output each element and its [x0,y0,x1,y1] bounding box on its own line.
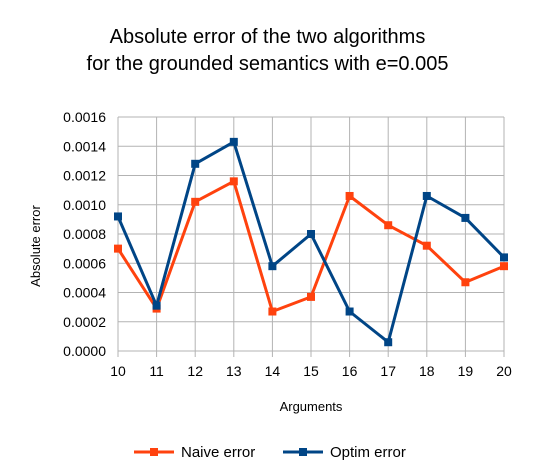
y-tick-label: 0.0008 [63,226,106,242]
naive-error-point [114,244,122,253]
y-tick-label: 0.0002 [63,314,106,330]
optim-error-point [461,213,470,222]
naive-error-point [268,307,277,316]
x-tick-label: 14 [265,363,281,379]
x-tick-label: 19 [458,363,474,379]
legend-label-optim-error: Optim error [330,444,406,461]
naive-error-point [191,197,200,206]
naive-error-point [229,177,238,186]
optim-error-point [422,191,431,200]
naive-error-point [345,191,354,200]
x-tick-label: 15 [303,363,319,379]
chart-title-line-2: for the grounded semantics with e=0.005 [86,53,449,75]
y-tick-label: 0.0016 [63,109,106,125]
optim-error-point [500,253,508,262]
optim-error-point [114,212,122,221]
naive-error-point [461,278,470,287]
legend-marker-naive-error [150,448,158,456]
x-tick-label: 12 [187,363,203,379]
x-tick-label: 13 [226,363,242,379]
optim-error-point [345,307,354,316]
x-tick-label: 11 [149,363,164,379]
naive-error-point [422,241,431,250]
legend: Naive error Optim error [134,444,406,461]
legend-label-naive-error: Naive error [181,444,255,461]
y-tick-label: 0.0004 [63,285,106,301]
chart-title: Absolute error of the two algorithms for… [0,24,535,78]
x-tick-label: 10 [110,363,126,379]
y-axis-title: Absolute error [28,205,43,287]
optim-error-point [229,137,238,146]
legend-marker-optim-error [299,448,307,456]
y-tick-labels: 0.0000 0.0002 0.0004 0.0006 0.0008 0.0010 0.00… [63,109,106,359]
optim-error-point [191,159,200,168]
x-tick-label: 20 [496,363,512,379]
x-axis-title: Arguments [280,399,343,414]
optim-error-point [384,338,393,347]
x-tick-label: 16 [342,363,358,379]
x-tick-label: 17 [380,363,396,379]
y-tick-label: 0.0006 [63,255,106,271]
y-tick-label: 0.0010 [63,197,106,213]
y-tick-label: 0.0012 [63,168,106,184]
optim-error-point [307,230,315,238]
chart-title-line-1: Absolute error of the two algorithms [109,26,426,48]
optim-error-point [152,301,161,310]
naive-error-point [384,221,393,230]
y-tick-label: 0.0000 [63,343,106,359]
x-tick-labels: 10 11 12 13 14 15 16 17 18 19 20 [110,363,512,379]
naive-error-point [500,262,508,271]
optim-error-point [268,262,277,271]
naive-error-point [307,292,315,301]
x-tick-label: 18 [419,363,435,379]
series-lines [114,137,508,347]
y-tick-label: 0.0014 [63,138,106,154]
